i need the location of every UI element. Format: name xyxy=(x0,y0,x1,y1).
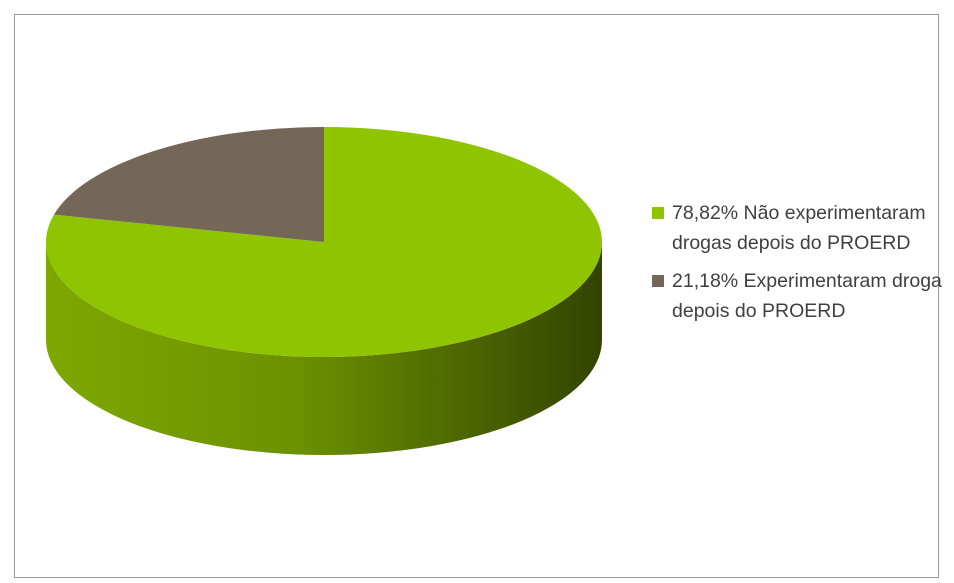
legend-label-1: 21,18% Experimentaram droga depois do PR… xyxy=(672,270,942,322)
legend-item-1: 21,18% Experimentaram droga depois do PR… xyxy=(652,266,952,326)
pie-slice-1 xyxy=(53,127,325,242)
legend-item-0: 78,82% Não experimentaram drogas depois … xyxy=(652,198,952,258)
pie-side-0 xyxy=(46,242,602,455)
legend-swatch-1 xyxy=(652,275,664,287)
legend-label-0: 78,82% Não experimentaram drogas depois … xyxy=(672,202,926,254)
chart-legend: 78,82% Não experimentaram drogas depois … xyxy=(652,198,952,334)
legend-swatch-0 xyxy=(652,207,664,219)
